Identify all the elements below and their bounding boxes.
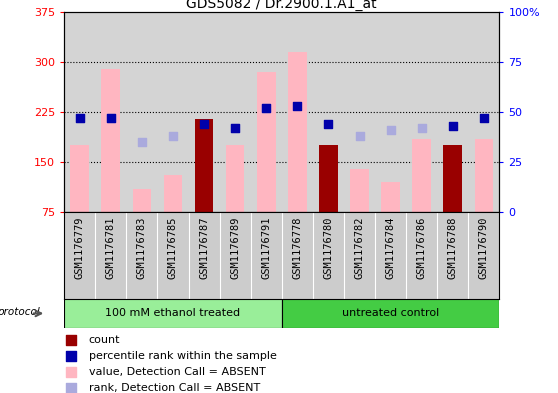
Text: GSM1176785: GSM1176785 — [168, 217, 178, 279]
Bar — [288, 52, 307, 212]
Text: GSM1176780: GSM1176780 — [324, 217, 334, 279]
Text: GSM1176790: GSM1176790 — [479, 217, 489, 279]
Point — [386, 127, 395, 133]
Title: GDS5082 / Dr.2900.1.A1_at: GDS5082 / Dr.2900.1.A1_at — [186, 0, 377, 11]
Bar — [319, 145, 338, 212]
Text: untreated control: untreated control — [342, 309, 439, 318]
Point — [293, 103, 302, 109]
Text: GSM1176787: GSM1176787 — [199, 217, 209, 279]
Point — [107, 115, 116, 121]
Point — [107, 115, 116, 121]
Text: GSM1176791: GSM1176791 — [261, 217, 271, 279]
Point — [66, 369, 75, 375]
Text: GSM1176781: GSM1176781 — [106, 217, 116, 279]
Text: 100 mM ethanol treated: 100 mM ethanol treated — [105, 309, 240, 318]
Text: GSM1176786: GSM1176786 — [417, 217, 427, 279]
Bar — [444, 145, 462, 212]
Bar — [195, 119, 213, 212]
Text: GSM1176783: GSM1176783 — [137, 217, 147, 279]
Point — [230, 125, 239, 131]
Point — [66, 385, 75, 391]
Point — [262, 105, 271, 111]
Bar — [412, 139, 431, 212]
Point — [75, 115, 84, 121]
Bar — [195, 119, 213, 212]
Bar — [102, 68, 120, 212]
Text: rank, Detection Call = ABSENT: rank, Detection Call = ABSENT — [89, 383, 260, 393]
Text: GSM1176778: GSM1176778 — [292, 217, 302, 279]
Text: percentile rank within the sample: percentile rank within the sample — [89, 351, 277, 361]
Bar — [474, 139, 493, 212]
Point — [355, 133, 364, 139]
Bar — [70, 145, 89, 212]
Point — [137, 139, 146, 145]
Bar — [257, 72, 276, 212]
FancyBboxPatch shape — [282, 299, 499, 328]
Point — [448, 123, 457, 129]
Text: GSM1176782: GSM1176782 — [354, 217, 364, 279]
Bar — [350, 169, 369, 212]
Bar — [226, 145, 244, 212]
Text: GSM1176789: GSM1176789 — [230, 217, 240, 279]
Point — [200, 121, 209, 127]
Bar — [381, 182, 400, 212]
Point — [479, 115, 488, 121]
Point — [417, 125, 426, 131]
Point — [66, 353, 75, 359]
Point — [230, 125, 239, 131]
Text: GSM1176788: GSM1176788 — [448, 217, 458, 279]
Point — [324, 121, 333, 127]
Bar — [319, 145, 338, 212]
Point — [262, 105, 271, 111]
Point — [75, 115, 84, 121]
Point — [169, 133, 177, 139]
FancyBboxPatch shape — [64, 299, 282, 328]
Text: value, Detection Call = ABSENT: value, Detection Call = ABSENT — [89, 367, 266, 377]
Point — [66, 336, 75, 343]
Bar — [163, 175, 182, 212]
Bar — [444, 145, 462, 212]
Text: count: count — [89, 334, 120, 345]
Bar — [133, 189, 151, 212]
Text: protocol: protocol — [0, 307, 40, 317]
Text: GSM1176784: GSM1176784 — [386, 217, 396, 279]
Text: GSM1176779: GSM1176779 — [75, 217, 85, 279]
